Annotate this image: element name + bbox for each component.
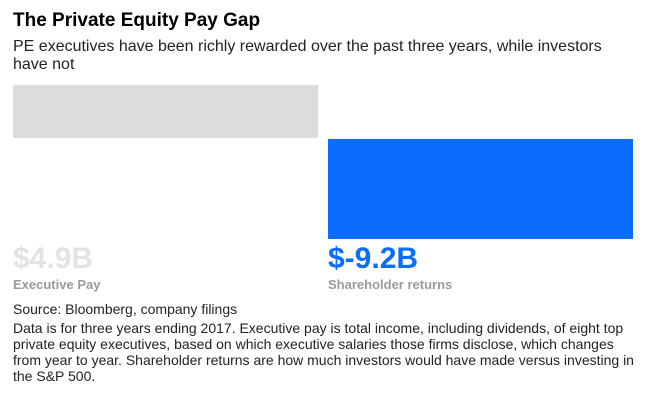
value-label: $4.9B (13, 242, 93, 275)
value-label: $-9.2B (328, 242, 418, 275)
methodology-note: Data is for three years ending 2017. Exe… (13, 320, 634, 384)
chart-title: The Private Equity Pay Gap (13, 10, 261, 31)
category-label: Executive Pay (13, 277, 101, 292)
chart-subtitle: PE executives have been richly rewarded … (13, 38, 602, 73)
bar-shareholder-returns (328, 139, 633, 239)
source-note: Source: Bloomberg, company filings (13, 301, 238, 317)
bar-executive-pay (13, 85, 318, 138)
bar-chart: $4.9B Executive Pay $-9.2B Shareholder retu… (13, 85, 633, 292)
category-label: Shareholder returns (328, 277, 452, 292)
